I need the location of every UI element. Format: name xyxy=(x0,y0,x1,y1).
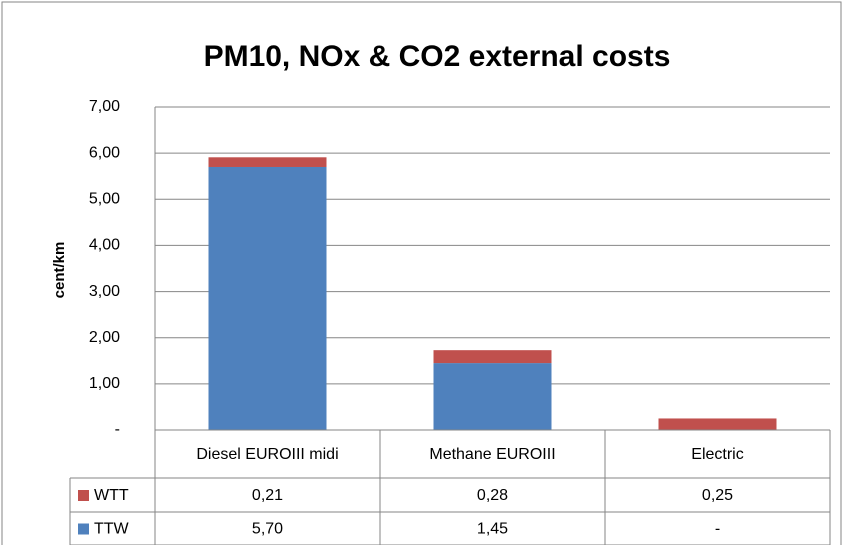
legend-swatch xyxy=(78,490,89,501)
x-tick-label: Diesel EUROIII midi xyxy=(196,446,338,463)
table-value: 0,25 xyxy=(702,487,733,504)
legend-swatch xyxy=(78,523,89,535)
legend-label: TTW xyxy=(94,521,130,538)
table-value: - xyxy=(715,521,720,538)
bar-segment xyxy=(433,363,552,430)
y-tick-label: 6,00 xyxy=(89,144,120,161)
y-tick-label: 1,00 xyxy=(89,375,120,392)
y-tick-label: 5,00 xyxy=(89,191,120,208)
y-tick-label: 4,00 xyxy=(89,237,120,254)
bar-segment xyxy=(208,157,327,167)
y-axis-label: cent/km xyxy=(51,242,68,299)
chart-title: PM10, NOx & CO2 external costs xyxy=(204,40,671,73)
legend-label: WTT xyxy=(94,487,129,504)
y-tick-label: - xyxy=(115,421,120,438)
x-tick-label: Methane EUROIII xyxy=(429,446,555,463)
bar-segment xyxy=(208,166,327,430)
y-tick-label: 7,00 xyxy=(89,98,120,115)
table-value: 0,28 xyxy=(477,487,508,504)
y-tick-label: 3,00 xyxy=(89,283,120,300)
bar-segment xyxy=(433,350,552,364)
x-tick-label: Electric xyxy=(691,446,743,463)
table-value: 1,45 xyxy=(477,521,508,538)
bar-segment xyxy=(658,418,777,430)
table-value: 0,21 xyxy=(252,487,283,504)
y-tick-label: 2,00 xyxy=(89,329,120,346)
table-value: 5,70 xyxy=(252,521,283,538)
